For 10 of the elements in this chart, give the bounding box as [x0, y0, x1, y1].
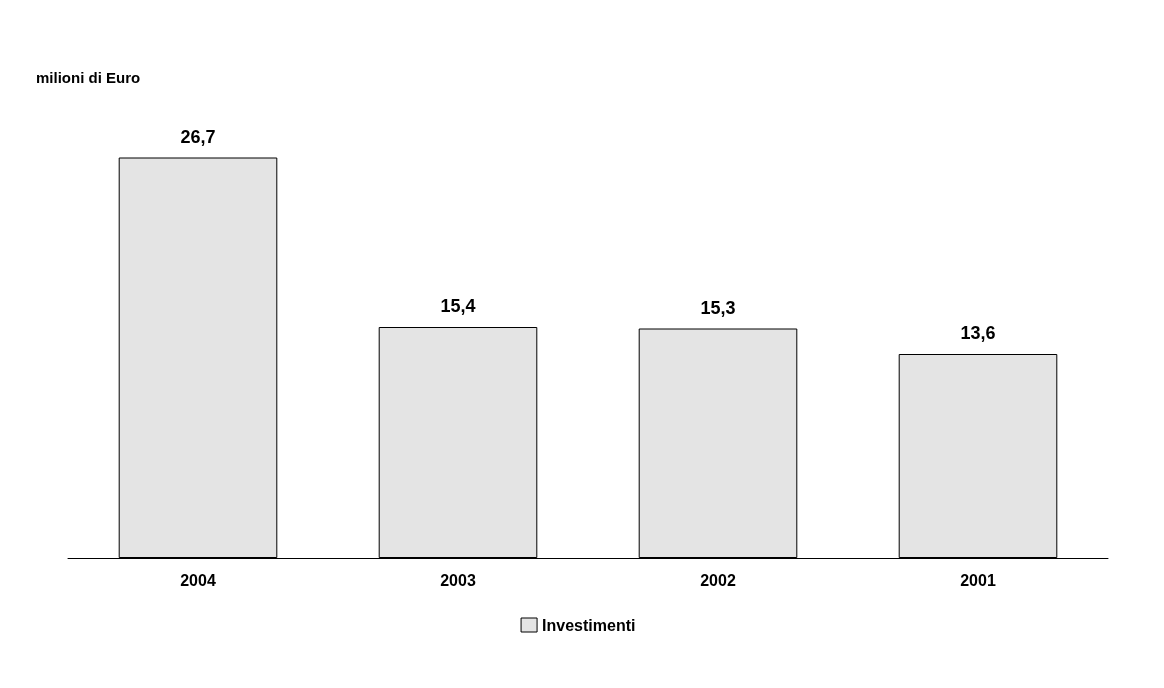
x-tick-label: 2001: [960, 571, 996, 589]
x-tick-label: 2003: [440, 571, 476, 589]
y-axis-title: milioni di Euro: [36, 69, 141, 86]
data-label: 26,7: [180, 126, 216, 147]
legend-label: Investimenti: [542, 616, 636, 634]
data-label: 13,6: [960, 323, 996, 343]
x-tick-label: 2004: [180, 571, 216, 589]
x-tick-label: 2002: [700, 571, 736, 589]
data-label: 15,4: [440, 296, 476, 316]
data-label: 15,3: [700, 297, 736, 318]
